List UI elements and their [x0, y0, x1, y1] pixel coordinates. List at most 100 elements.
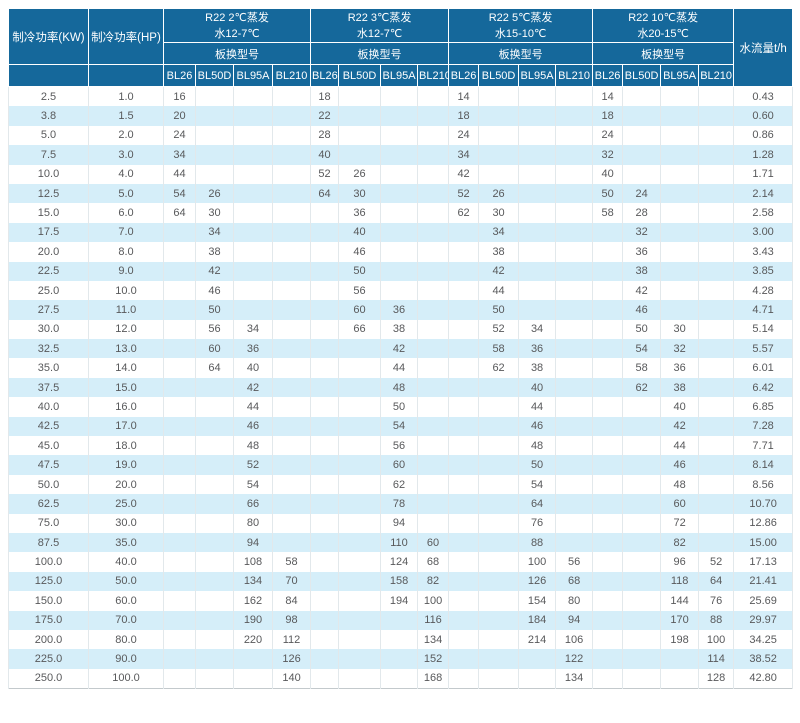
cell-model-value: 42	[233, 377, 273, 398]
cell-model-value	[195, 474, 234, 495]
cell-model-value: 62	[448, 203, 480, 223]
cell-hp: 20.0	[88, 474, 164, 495]
cell-model-value	[417, 455, 450, 475]
cell-model-value: 56	[195, 319, 234, 340]
cell-model-value	[310, 629, 340, 650]
cell-model-value: 88	[698, 610, 735, 630]
cell-model-value: 152	[417, 649, 450, 669]
cell-model-value	[163, 629, 196, 650]
cell-model-value	[338, 106, 382, 126]
table-row: 200.0 80.0 220 112 134 214 106 198 100 34.25	[8, 629, 794, 650]
cell-model-value	[448, 532, 480, 553]
cell-hp: 8.0	[88, 242, 164, 262]
cell-model-value	[660, 106, 700, 126]
cell-flow: 4.28	[733, 280, 794, 301]
cell-model-value	[233, 668, 273, 689]
cell-model-value	[310, 610, 340, 630]
cell-model-value: 50	[478, 300, 520, 320]
cell-model-value	[698, 145, 735, 165]
cell-model-value	[163, 377, 196, 398]
cell-model-value: 14	[448, 86, 480, 107]
cell-model-value	[622, 397, 662, 417]
cell-model-value: 38	[380, 319, 419, 340]
cell-model-value	[555, 106, 594, 126]
cell-model-value: 26	[478, 183, 520, 204]
cell-model-value: 60	[660, 494, 700, 514]
col-header-flow: 水流量t/h	[733, 8, 794, 87]
cell-model-value	[592, 532, 624, 553]
cell-model-value	[417, 339, 450, 359]
cell-model-value	[555, 183, 594, 204]
cell-model-value	[417, 513, 450, 533]
cell-model-value: 30	[660, 319, 700, 340]
cell-model-value	[163, 242, 196, 262]
cell-model-value	[417, 183, 450, 204]
cell-model-value: 68	[417, 552, 450, 572]
cell-model-value	[195, 552, 234, 572]
group-water: 水12-7℃	[356, 27, 403, 40]
cell-hp: 80.0	[88, 629, 164, 650]
cell-model-value: 18	[592, 106, 624, 126]
cell-model-value	[518, 300, 557, 320]
cell-model-value	[622, 629, 662, 650]
cell-model-value	[518, 183, 557, 204]
cell-kw: 30.0	[8, 319, 89, 340]
cell-model-value	[163, 300, 196, 320]
cell-model-value	[338, 610, 382, 630]
cell-model-value	[518, 145, 557, 165]
cell-model-value: 62	[622, 377, 662, 398]
col-header-model: BL50D	[622, 64, 662, 87]
cell-model-value	[448, 300, 480, 320]
cell-model-value: 88	[518, 532, 557, 553]
model-group-label-3c: 板换型号	[310, 42, 450, 65]
cell-model-value: 44	[380, 358, 419, 378]
cell-model-value: 62	[380, 474, 419, 495]
table-row: 62.5 25.0 66 78 64 60 10.70	[8, 494, 794, 514]
cell-model-value	[518, 164, 557, 184]
cell-hp: 90.0	[88, 649, 164, 669]
cell-kw: 12.5	[8, 183, 89, 204]
cell-model-value	[417, 416, 450, 437]
cell-kw: 20.0	[8, 242, 89, 262]
col-header-empty	[8, 64, 89, 87]
cell-model-value: 50	[622, 319, 662, 340]
cell-model-value: 26	[195, 183, 234, 204]
cell-model-value	[271, 300, 312, 320]
cell-model-value: 220	[233, 629, 273, 650]
cell-model-value: 100	[698, 629, 735, 650]
table-row: 250.0 100.0 140 168 134 128 42.80	[8, 668, 794, 689]
cell-model-value	[518, 222, 557, 243]
spec-table-container: 制冷功率(KW) 制冷功率(HP) R22 2℃蒸发 水12-7℃ R22 3℃…	[8, 8, 794, 690]
cell-model-value: 184	[518, 610, 557, 630]
cell-model-value: 58	[271, 552, 312, 572]
cell-model-value	[310, 358, 340, 378]
cell-model-value	[698, 106, 735, 126]
cell-model-value	[448, 591, 480, 611]
cell-model-value	[478, 125, 520, 146]
cell-model-value	[233, 203, 273, 223]
cell-model-value: 144	[660, 591, 700, 611]
cell-flow: 12.86	[733, 513, 794, 533]
col-header-empty	[88, 64, 164, 87]
table-row: 175.0 70.0 190 98 116 184 94 170 88 29.97	[8, 610, 794, 630]
cell-model-value	[233, 145, 273, 165]
cell-model-value	[195, 397, 234, 417]
cell-model-value	[518, 125, 557, 146]
cell-model-value: 56	[555, 552, 594, 572]
cell-model-value	[380, 610, 419, 630]
cell-model-value: 44	[478, 280, 520, 301]
cell-flow: 3.85	[733, 261, 794, 281]
cell-model-value: 40	[592, 164, 624, 184]
cell-model-value	[592, 358, 624, 378]
cell-model-value	[518, 106, 557, 126]
cell-model-value: 118	[660, 571, 700, 592]
group-header-10c: R22 10℃蒸发 水20-15℃	[592, 8, 735, 43]
cell-model-value	[698, 164, 735, 184]
cell-model-value	[271, 494, 312, 514]
cell-model-value	[271, 164, 312, 184]
cell-model-value	[555, 280, 594, 301]
cell-model-value	[448, 319, 480, 340]
col-header-kw: 制冷功率(KW)	[8, 8, 89, 65]
cell-model-value	[417, 242, 450, 262]
cell-model-value	[698, 319, 735, 340]
